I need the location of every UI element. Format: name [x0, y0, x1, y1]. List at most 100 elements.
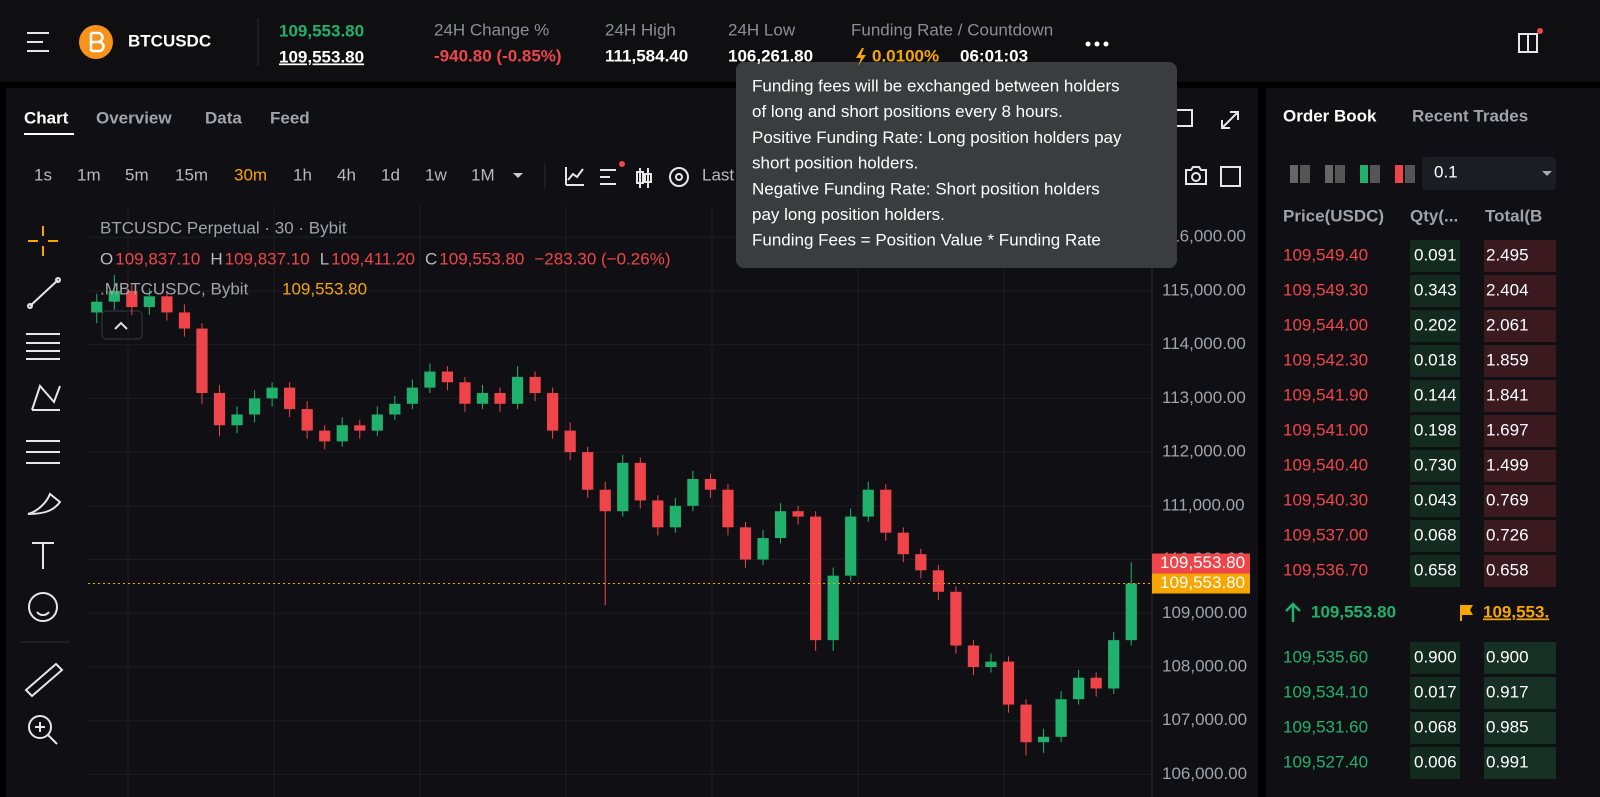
tab[interactable]: Overview [96, 108, 172, 127]
candle-body [1037, 736, 1050, 743]
depth-bar [1484, 712, 1556, 744]
depth-bar [1484, 380, 1556, 412]
stat-label: 24H High [605, 20, 676, 39]
tab[interactable]: Feed [270, 108, 310, 127]
candle-body [91, 301, 103, 313]
column-header: Total(B [1485, 206, 1542, 225]
qty: 0.658 [1414, 560, 1457, 579]
interval[interactable]: 1d [381, 165, 400, 184]
price[interactable]: 109,541.90 [1283, 385, 1368, 404]
qty-bg [1410, 485, 1460, 517]
layout-icon[interactable] [1395, 165, 1403, 183]
total: 1.859 [1486, 350, 1529, 369]
more-icon[interactable] [1085, 41, 1109, 47]
stat-value: -940.80 (-0.85%) [434, 46, 562, 65]
price[interactable]: 109,541.00 [1283, 420, 1368, 439]
tooltip-line: pay long position holders. [752, 205, 945, 224]
price[interactable]: 109,540.30 [1283, 490, 1368, 509]
price-type[interactable]: Last [702, 165, 734, 184]
y-tick-label: 114,000.00 [1162, 334, 1246, 353]
candle-body [669, 505, 681, 528]
candle-body [266, 387, 278, 399]
price[interactable]: 109,549.40 [1283, 245, 1368, 264]
price-tag-label: 109,553.80 [1160, 553, 1245, 572]
ob-tab[interactable]: Recent Trades [1412, 106, 1528, 125]
candle-body [704, 478, 717, 490]
price[interactable]: 109,540.40 [1283, 455, 1368, 474]
stat-label: 24H Change % [434, 20, 549, 39]
tab[interactable]: Data [205, 108, 242, 127]
price[interactable]: 109,535.60 [1283, 647, 1368, 666]
depth-bar [1484, 345, 1556, 377]
dropdown-arrow [1542, 171, 1552, 176]
total: 2.061 [1486, 315, 1529, 334]
last-price: 109,553.80 [279, 21, 364, 40]
layout-icon[interactable] [1370, 165, 1380, 183]
price[interactable]: 109,531.60 [1283, 717, 1368, 736]
total: 0.991 [1486, 752, 1529, 771]
y-tick-label: 108,000.00 [1162, 656, 1247, 675]
price[interactable]: 109,542.30 [1283, 350, 1368, 369]
ob-tab[interactable]: Order Book [1283, 106, 1377, 125]
stat-value: 106,261.80 [728, 46, 813, 65]
price[interactable]: 109,527.40 [1283, 752, 1368, 771]
price[interactable]: 109,537.00 [1283, 525, 1368, 544]
interval[interactable]: 1h [293, 165, 312, 184]
interval[interactable]: 5m [125, 165, 149, 184]
tick-size-select[interactable] [1422, 157, 1556, 190]
price[interactable]: 109,534.10 [1283, 682, 1368, 701]
candle-body [617, 462, 629, 512]
layout-icon[interactable] [1405, 165, 1415, 183]
interval[interactable]: 1s [34, 165, 52, 184]
dropdown-arrow[interactable] [513, 173, 523, 178]
order-book: Order Book Recent Trades 0.1 Price(USDC) Qty… [1283, 106, 1556, 779]
candle-body [1020, 704, 1032, 743]
collapse-button[interactable] [101, 310, 143, 340]
menu-icon[interactable] [27, 32, 49, 52]
price[interactable]: 109,536.70 [1283, 560, 1368, 579]
y-tick-label: 111,000.00 [1162, 495, 1245, 514]
candle-body [599, 489, 611, 512]
layout-icon[interactable] [1325, 165, 1333, 183]
price[interactable]: 109,544.00 [1283, 315, 1368, 334]
y-tick-label: 113,000.00 [1162, 388, 1246, 407]
depth-bar [1484, 485, 1556, 517]
candle-body [950, 591, 962, 646]
qty: 0.198 [1414, 420, 1457, 439]
candle-body [1125, 583, 1137, 641]
layout-icon[interactable] [1290, 165, 1298, 183]
candle-body [406, 387, 418, 404]
interval[interactable]: 15m [175, 165, 208, 184]
interval[interactable]: 4h [337, 165, 356, 184]
chart-tools[interactable] [565, 109, 1241, 188]
candle-body [441, 371, 454, 383]
qty-bg [1410, 747, 1460, 779]
total: 0.900 [1486, 647, 1529, 666]
price-tag [1152, 553, 1250, 574]
price[interactable]: 109,549.30 [1283, 280, 1368, 299]
candle-body [196, 328, 208, 394]
interval[interactable]: 1M [471, 165, 495, 184]
depth-bar [1484, 240, 1556, 272]
candle-body [476, 393, 489, 404]
drawing-toolbar[interactable] [24, 226, 64, 745]
interval[interactable]: 1m [77, 165, 101, 184]
layout-icon[interactable] [1360, 165, 1368, 183]
total: 2.404 [1486, 280, 1529, 299]
tab[interactable]: Chart [24, 108, 69, 127]
symbol[interactable]: BTCUSDC [128, 31, 211, 50]
candle-body [722, 489, 734, 528]
qty-bg [1410, 642, 1460, 674]
interval[interactable]: 1w [425, 165, 447, 184]
candle-body [511, 376, 524, 404]
candle-body [529, 376, 541, 394]
interval[interactable]: 30m [234, 165, 267, 184]
candle-body [371, 414, 383, 431]
y-tick-label: 115,000.00 [1162, 280, 1246, 299]
candle-body [1055, 699, 1067, 737]
tooltip: Funding fees will be exchanged between h… [736, 62, 1177, 268]
candle-body [774, 511, 787, 539]
layout-icon[interactable] [1335, 165, 1345, 183]
book-icon[interactable] [1518, 33, 1538, 53]
layout-icon[interactable] [1300, 165, 1310, 183]
